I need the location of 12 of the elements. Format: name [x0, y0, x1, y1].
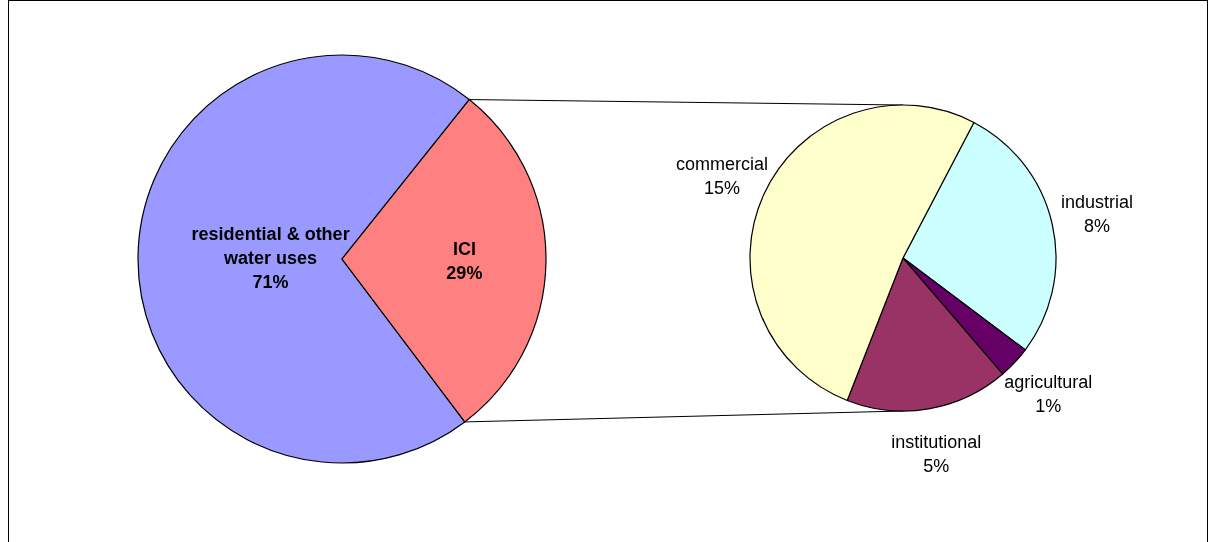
slice-label: industrial: [1060, 192, 1134, 213]
slice-label: agricultural: [1004, 371, 1093, 392]
data-label: 1%: [1035, 395, 1062, 416]
data-label: 15%: [703, 177, 741, 198]
slice-label: residential & other water uses: [191, 224, 350, 268]
data-label: 5%: [923, 456, 950, 477]
slice-label: ICI: [452, 238, 476, 259]
data-label: 29%: [446, 262, 483, 283]
data-label: 8%: [1083, 216, 1111, 237]
slice-label: institutional: [891, 432, 982, 453]
data-label: 71%: [252, 272, 289, 292]
slice-label: commercial: [676, 153, 769, 174]
